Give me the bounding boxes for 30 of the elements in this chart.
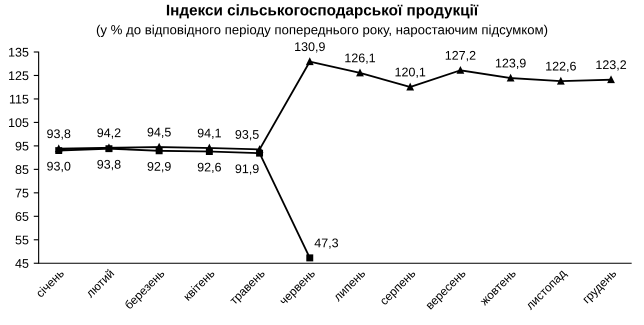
y-tick-label: 115 [10,94,28,104]
y-tick-label: 105 [9,118,28,128]
data-label: 94,5 [148,128,171,138]
data-label: 94,1 [198,128,221,139]
data-label: 92,6 [198,162,221,174]
data-label: 93,8 [47,129,70,140]
y-tick-label: 55 [16,236,28,244]
data-label: 92,9 [148,162,171,172]
data-label: 130,9 [295,42,325,53]
data-label: 120,1 [396,68,426,78]
data-label: 93,5 [235,130,259,140]
y-tick-label: 85 [16,165,28,174]
data-label: 126,1 [345,54,376,64]
y-tick-label: 65 [16,212,28,221]
y-tick-label: 75 [16,188,28,198]
y-tick-label: 135 [9,48,28,57]
data-label: 91,9 [235,164,259,175]
data-label: 123,9 [496,58,526,69]
data-label: 127,2 [446,50,476,62]
y-tick-label: 125 [9,71,28,80]
y-tick-label: 95 [16,142,28,151]
data-label: 47,3 [314,238,338,249]
data-label: 94,2 [97,128,120,139]
chart-title: Індекси сільськогосподарської продукції [166,4,478,18]
data-label: 93,0 [47,162,70,172]
y-tick-label: 45 [15,259,28,268]
data-label: 123,2 [596,60,626,71]
data-label: 122,6 [546,62,576,72]
data-label: 93,8 [97,160,121,170]
chart-subtitle: (у % до відповідного періоду попереднього року, наростаючим підсумком) [96,24,548,38]
